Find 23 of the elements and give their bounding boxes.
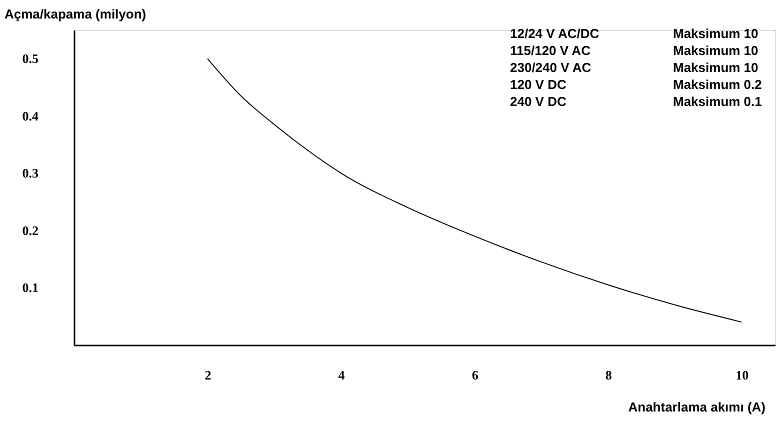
y-tick-label: 0.2 [22, 222, 38, 238]
annotation: Maksimum 10 [673, 26, 758, 41]
y-tick-label: 0.5 [22, 51, 39, 66]
annotation: Maksimum 0.2 [673, 77, 762, 92]
y-tick-label: 0.4 [22, 108, 39, 124]
x-tick-label: 6 [472, 368, 479, 382]
y-axis-title: Açma/kapama (milyon) [4, 6, 146, 22]
x-axis-title: Anahtarlama akımı (A) [628, 400, 766, 414]
line-series [207, 58, 742, 323]
x-tick-label: 10 [736, 368, 749, 382]
annotation: Maksimum 10 [673, 60, 758, 75]
annotation: 240 V DC [510, 94, 567, 109]
annotation: Maksimum 10 [673, 43, 758, 58]
annotation: 115/120 V AC [510, 43, 592, 58]
y-tick-label: 0.3 [22, 166, 39, 181]
x-tick-label: 4 [338, 368, 346, 382]
annotation: Maksimum 0.1 [673, 94, 762, 109]
annotation: 230/240 V AC [510, 60, 592, 75]
annotation: 12/24 V AC/DC [510, 26, 600, 41]
annotation: 120 V DC [510, 77, 567, 92]
x-tick-label: 2 [204, 368, 212, 382]
x-tick-label: 8 [605, 368, 612, 382]
y-tick-label: 0.1 [22, 280, 38, 296]
